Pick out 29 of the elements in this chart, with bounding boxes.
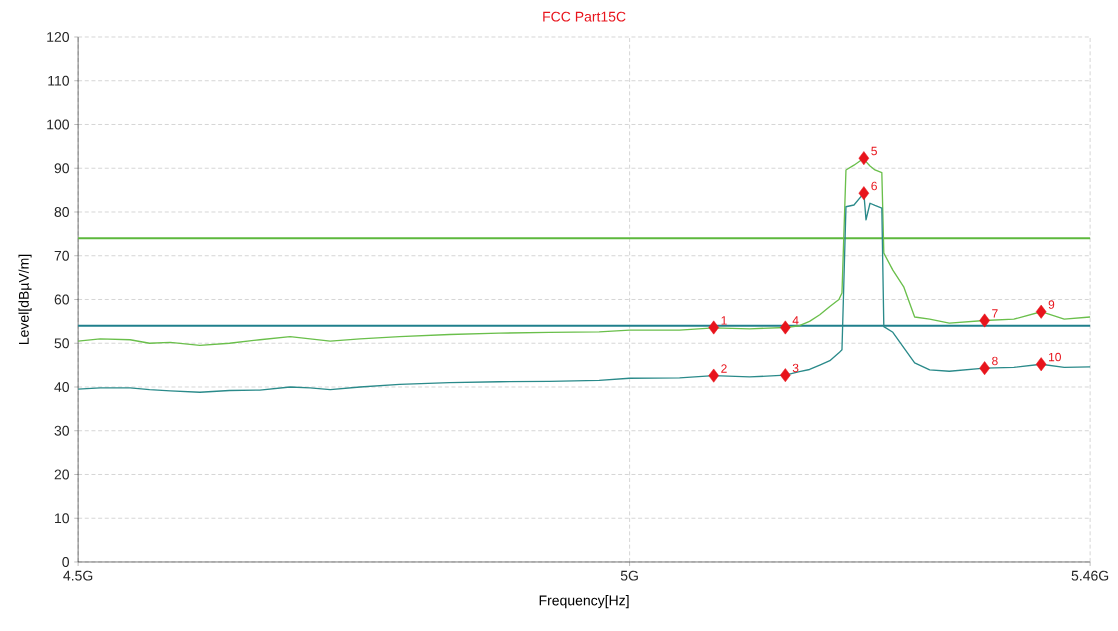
y-tick-label: 30 — [54, 425, 70, 436]
y-tick-label: 60 — [54, 294, 70, 305]
annotation: 9 — [1048, 300, 1055, 309]
y-tick-label: 110 — [48, 75, 70, 86]
annotation: 3 — [792, 363, 799, 373]
y-tick-label: 10 — [55, 513, 70, 524]
y-tick-label: 0 — [62, 557, 70, 567]
y-tick-label: 50 — [54, 338, 70, 349]
y-tick-label: 80 — [54, 207, 70, 217]
annotation: 7 — [992, 309, 998, 318]
y-tick-label: 40 — [54, 382, 70, 392]
y-tick-label: 120 — [47, 32, 70, 42]
annotation: 4 — [792, 316, 799, 325]
y-tick-label: 100 — [47, 119, 70, 130]
annotation: 10 — [1049, 352, 1061, 362]
annotation: 5 — [871, 146, 877, 156]
chart-title: FCC Part15C — [543, 11, 626, 22]
x-tick-label: 5.46G — [1071, 570, 1109, 581]
x-tick-label: 5G — [620, 570, 638, 581]
y-axis-title: Level[dBµV/m] — [18, 254, 32, 344]
x-axis-title: Frequency[Hz] — [539, 595, 629, 609]
y-tick-label: 70 — [54, 250, 70, 261]
y-tick-label: 20 — [54, 469, 70, 480]
annotation: 6 — [871, 181, 877, 191]
annotation: 8 — [992, 356, 998, 366]
annotation: 1 — [721, 316, 727, 325]
y-tick-label: 90 — [54, 163, 70, 174]
annotation: 2 — [721, 364, 727, 373]
x-tick-label: 4.5G — [63, 570, 93, 581]
